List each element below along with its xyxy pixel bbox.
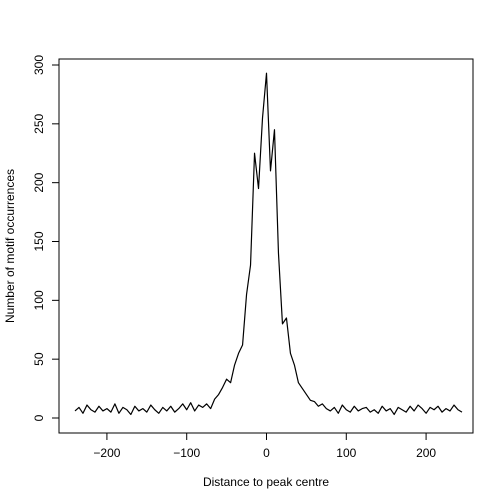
plot-frame bbox=[58, 58, 474, 434]
x-tick-label: 100 bbox=[336, 446, 356, 460]
x-axis-label: Distance to peak centre bbox=[203, 475, 329, 489]
y-tick-label: 150 bbox=[32, 231, 46, 251]
y-tick-label: 200 bbox=[32, 172, 46, 192]
x-tick-label: −100 bbox=[173, 446, 200, 460]
y-tick-label: 100 bbox=[32, 290, 46, 310]
y-tick-label: 50 bbox=[32, 352, 46, 366]
y-tick-label: 0 bbox=[32, 414, 46, 421]
series-line bbox=[74, 72, 463, 416]
y-tick-label: 250 bbox=[32, 114, 46, 134]
x-tick-label: 0 bbox=[263, 446, 270, 460]
x-axis: −200 −100 0 100 200 bbox=[93, 432, 436, 460]
y-axis: 0 50 100 150 200 250 300 bbox=[32, 55, 60, 421]
y-tick-label: 300 bbox=[32, 55, 46, 75]
y-axis-label: Number of motif occurrences bbox=[3, 169, 17, 323]
x-tick-label: 200 bbox=[416, 446, 436, 460]
x-tick-label: −200 bbox=[93, 446, 120, 460]
